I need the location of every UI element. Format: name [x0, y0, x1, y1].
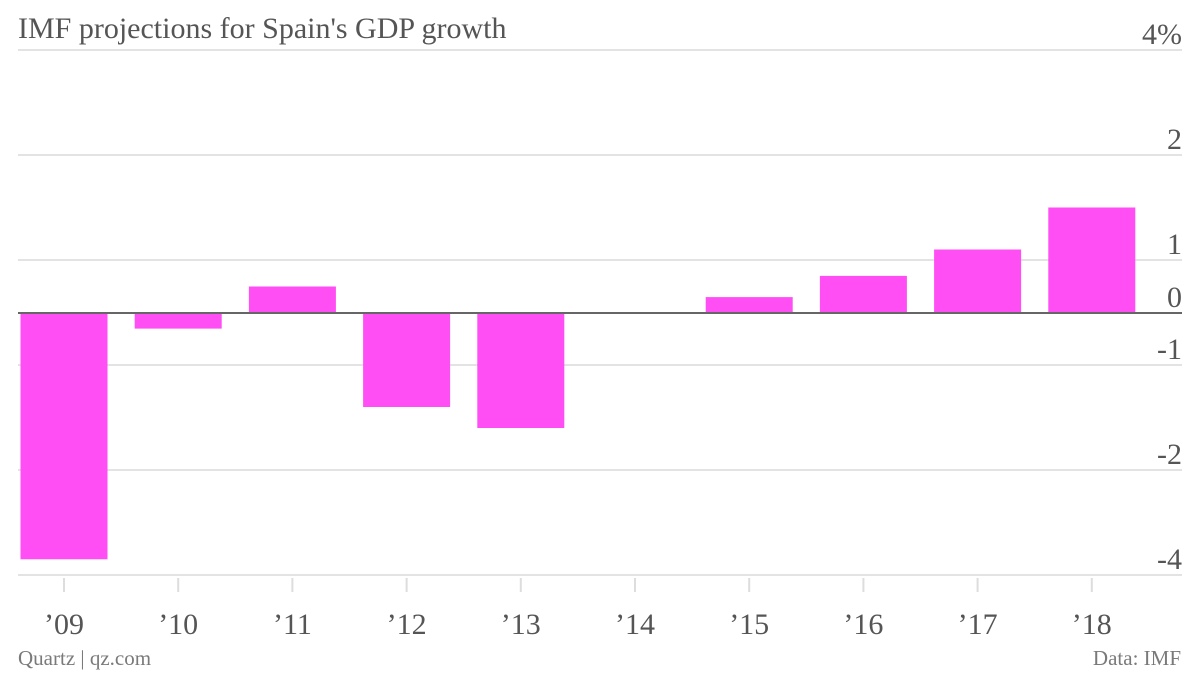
- y-tick-label: 1: [1167, 228, 1182, 261]
- chart-title: IMF projections for Spain's GDP growth: [18, 12, 507, 45]
- y-tick-label: 2: [1167, 123, 1182, 156]
- y-tick-label: -4: [1157, 543, 1182, 576]
- gridlines: [18, 49, 1182, 576]
- x-tick-label: ’17: [958, 608, 998, 641]
- bar-0: [20, 313, 108, 560]
- x-tick-label: ’18: [1072, 608, 1112, 641]
- x-tick-label: ’12: [387, 608, 427, 641]
- data-source: Data: IMF: [1092, 646, 1181, 670]
- bar-8: [934, 249, 1022, 313]
- bar-1: [134, 313, 222, 329]
- bar-7: [819, 275, 907, 313]
- y-tick-label: 4%: [1142, 18, 1182, 51]
- bar-3: [363, 313, 451, 407]
- y-tick-label: -1: [1157, 333, 1182, 366]
- x-tick-label: ’10: [158, 608, 198, 641]
- labels: 4% 2 1 0 -1 -2 -4 ’09 ’10 ’11 ’12 ’13 ’14 ’15 ’16 ’17 ’1…: [44, 18, 1182, 641]
- bar-9: [1048, 207, 1136, 313]
- x-tick-label: ’15: [729, 608, 769, 641]
- source-credit: Quartz | qz.com: [18, 646, 152, 670]
- y-tick-label: 0: [1167, 281, 1182, 314]
- bars: [20, 207, 1136, 560]
- bar-6: [705, 297, 793, 313]
- bar-4: [477, 313, 565, 428]
- x-tick-label: ’14: [615, 608, 655, 641]
- y-tick-label: -2: [1157, 438, 1182, 471]
- x-tick-label: ’11: [273, 608, 312, 641]
- bar-2: [248, 286, 336, 313]
- x-tick-label: ’13: [501, 608, 541, 641]
- x-tick-label: ’09: [44, 608, 84, 641]
- x-tick-label: ’16: [843, 608, 883, 641]
- axes: [18, 312, 1182, 592]
